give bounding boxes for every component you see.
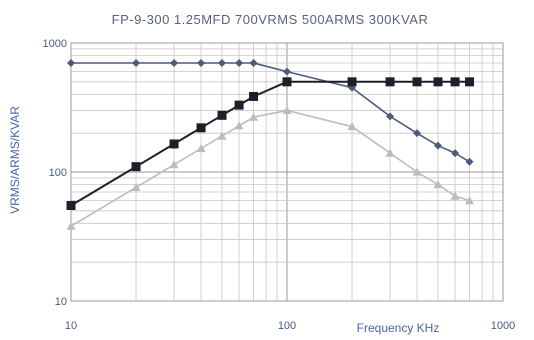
data-point-triangle xyxy=(433,180,443,189)
data-point-diamond xyxy=(132,58,141,67)
data-point-triangle xyxy=(282,105,292,115)
data-point-diamond xyxy=(413,129,422,138)
data-point-square xyxy=(66,200,76,210)
series-square xyxy=(66,77,475,210)
data-point-diamond xyxy=(197,58,206,67)
data-point-square xyxy=(234,100,244,110)
chart-title: FP-9-300 1.25MFD 700VRMS 500ARMS 300KVAR xyxy=(112,12,429,27)
x-tick-label: 10 xyxy=(65,320,77,332)
plot-area-border xyxy=(70,42,504,302)
data-point-diamond xyxy=(451,149,460,158)
series-line xyxy=(70,80,470,207)
data-point-diamond xyxy=(465,157,474,166)
data-point-diamond xyxy=(283,67,291,76)
data-point-square xyxy=(196,123,206,133)
data-point-triangle xyxy=(249,112,259,121)
data-series xyxy=(66,58,475,230)
data-point-diamond xyxy=(433,141,442,150)
data-point-triangle xyxy=(196,144,206,153)
series-triangle xyxy=(66,105,475,230)
data-point-diamond xyxy=(386,112,395,121)
data-point-diamond xyxy=(249,58,258,67)
data-point-square xyxy=(465,77,475,87)
data-point-square xyxy=(282,77,292,87)
data-point-triangle xyxy=(450,191,460,200)
data-point-triangle xyxy=(385,148,395,157)
data-point-triangle xyxy=(131,182,141,191)
y-tick-label: 10 xyxy=(55,296,67,308)
data-point-diamond xyxy=(67,58,75,67)
data-point-triangle xyxy=(217,131,227,140)
data-point-square xyxy=(347,77,357,87)
data-point-triangle xyxy=(234,121,244,130)
data-point-triangle xyxy=(66,221,76,230)
axis-ticks: 10 100 1000 10 100 1000 xyxy=(43,38,516,332)
x-axis-label: Frequency KHz xyxy=(357,321,440,335)
data-point-square xyxy=(217,110,227,120)
data-point-triangle xyxy=(347,122,357,131)
x-tick-label: 1000 xyxy=(491,320,515,332)
data-point-triangle xyxy=(412,167,422,176)
data-point-square xyxy=(450,77,460,87)
series-diamond xyxy=(67,58,474,166)
data-point-square xyxy=(385,77,395,87)
data-point-square xyxy=(412,77,422,87)
series-line xyxy=(70,109,470,227)
data-point-square xyxy=(249,91,259,101)
x-tick-label: 100 xyxy=(278,320,296,332)
data-point-square xyxy=(169,139,179,149)
data-point-square xyxy=(131,162,141,172)
y-axis-label: VRMS/ARMS/KVAR xyxy=(8,106,22,214)
data-point-diamond xyxy=(170,58,179,67)
series-line xyxy=(71,62,470,163)
data-point-triangle xyxy=(465,196,475,205)
y-tick-label: 1000 xyxy=(43,38,67,50)
data-point-diamond xyxy=(235,58,244,67)
data-point-triangle xyxy=(169,160,179,169)
y-tick-label: 100 xyxy=(49,167,67,179)
data-point-square xyxy=(433,77,443,87)
data-point-diamond xyxy=(217,58,226,67)
